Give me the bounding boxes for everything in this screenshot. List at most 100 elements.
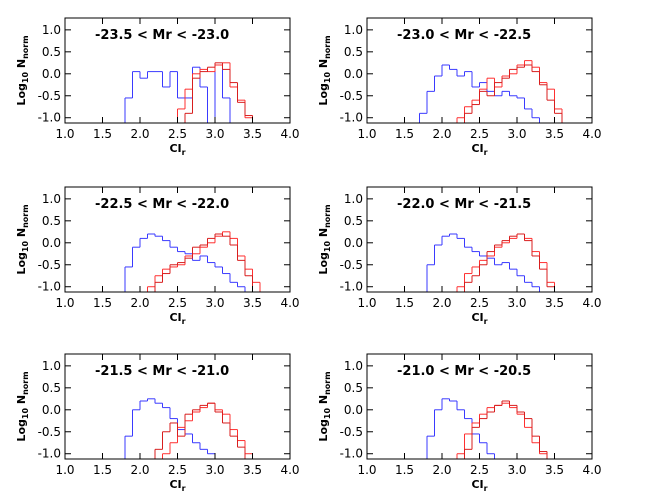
y-tick-label: 0.0: [344, 67, 363, 81]
x-tick-label: 1.5: [395, 463, 414, 477]
y-tick-label: -1.0: [340, 280, 363, 294]
panel-title: -21.0 < Mr < -20.5: [397, 364, 531, 379]
y-tick-label: 0.0: [344, 236, 363, 250]
plot-area: [426, 233, 555, 292]
y-label-sub: 10: [323, 241, 332, 253]
x-tick-label: 4.0: [280, 127, 299, 141]
y-tick-label: -1.0: [340, 111, 363, 125]
y-label-main: Log: [317, 83, 330, 105]
x-tick-label: 3.0: [205, 127, 224, 141]
x-label-main: CI: [471, 478, 483, 491]
y-label-sub: norm: [21, 371, 30, 394]
y-tick-label: 1.0: [42, 23, 61, 37]
y-label-sub: 10: [323, 72, 332, 84]
x-axis-label: CIr: [471, 311, 487, 326]
y-label-main: Log: [15, 252, 28, 274]
x-axis-label: CIr: [169, 311, 185, 326]
y-tick-label: -1.0: [340, 447, 363, 461]
y-label-main: Log: [15, 83, 28, 105]
panel: 1.0 1.5 2.0 2.5 3.0 3.5 4.0 1.0 0.5 0.0 -0.5 -1.0 -2…: [317, 186, 602, 326]
x-tick-label: 3.0: [205, 296, 224, 310]
y-tick-label: 0.5: [42, 45, 61, 59]
x-label-sub: r: [182, 148, 186, 157]
x-tick-label: 2.5: [168, 296, 187, 310]
y-tick-label: 1.0: [344, 192, 363, 206]
y-axis-label: Log10 Nnorm: [317, 371, 332, 441]
x-tick-label: 3.5: [243, 296, 262, 310]
x-tick-label: 2.5: [168, 127, 187, 141]
x-tick-label: 1.0: [55, 127, 74, 141]
plot-area: [426, 398, 548, 459]
x-tick-label: 2.5: [470, 296, 489, 310]
y-label-main: N: [317, 59, 330, 72]
x-tick-label: 1.0: [357, 127, 376, 141]
x-tick-label: 1.0: [55, 463, 74, 477]
x-label-sub: r: [182, 317, 186, 326]
panel-title: -23.5 < Mr < -23.0: [95, 28, 229, 43]
panel: 1.0 1.5 2.0 2.5 3.0 3.5 4.0 1.0 0.5 0.0 -0.5 -1.0 -2…: [15, 353, 300, 493]
y-label-main: Log: [15, 419, 28, 441]
x-tick-label: 4.0: [582, 127, 601, 141]
y-label-main: N: [15, 228, 28, 241]
y-axis-label: Log10 Nnorm: [317, 204, 332, 274]
y-label-main: Log: [317, 252, 330, 274]
x-tick-label: 4.0: [280, 463, 299, 477]
x-label-main: CI: [169, 478, 181, 491]
y-label-main: N: [15, 59, 28, 72]
x-tick-label: 1.0: [357, 296, 376, 310]
y-tick-label: 0.5: [344, 214, 363, 228]
x-tick-label: 3.5: [243, 127, 262, 141]
panel-title: -23.0 < Mr < -22.5: [397, 28, 531, 43]
y-label-main: N: [317, 228, 330, 241]
y-tick-label: -1.0: [38, 111, 61, 125]
x-tick-label: 2.0: [130, 127, 149, 141]
y-label-sub: 10: [21, 72, 30, 84]
y-tick-label: -0.5: [38, 425, 61, 439]
x-tick-label: 4.0: [280, 296, 299, 310]
x-tick-label: 1.5: [395, 127, 414, 141]
y-tick-label: 0.5: [344, 45, 363, 59]
y-label-sub: norm: [21, 35, 30, 58]
x-tick-label: 4.0: [582, 463, 601, 477]
y-label-sub: norm: [323, 35, 332, 58]
x-tick-label: 1.0: [55, 296, 74, 310]
y-label-main: N: [15, 395, 28, 408]
x-tick-label: 4.0: [582, 296, 601, 310]
x-axis-label: CIr: [169, 142, 185, 157]
x-tick-label: 3.5: [545, 463, 564, 477]
x-tick-label: 2.5: [470, 463, 489, 477]
y-tick-label: 0.0: [42, 236, 61, 250]
panel-title: -22.5 < Mr < -22.0: [95, 197, 229, 212]
y-tick-label: -0.5: [38, 89, 61, 103]
x-label-sub: r: [484, 317, 488, 326]
y-label-main: N: [317, 395, 330, 408]
x-tick-label: 3.0: [507, 463, 526, 477]
x-tick-label: 3.5: [545, 127, 564, 141]
y-tick-label: -0.5: [38, 258, 61, 272]
plot-area: [124, 62, 253, 123]
x-tick-label: 3.5: [545, 296, 564, 310]
x-tick-label: 1.5: [93, 296, 112, 310]
y-label-sub: 10: [323, 408, 332, 420]
x-tick-label: 2.5: [470, 127, 489, 141]
x-tick-label: 2.0: [432, 296, 451, 310]
y-axis-label: Log10 Nnorm: [15, 204, 30, 274]
y-label-sub: norm: [323, 204, 332, 227]
y-tick-label: -0.5: [340, 258, 363, 272]
y-axis-label: Log10 Nnorm: [15, 371, 30, 441]
x-tick-label: 2.0: [130, 296, 149, 310]
y-label-sub: norm: [21, 204, 30, 227]
y-tick-label: 0.0: [344, 403, 363, 417]
x-tick-label: 2.0: [432, 127, 451, 141]
y-label-sub: 10: [21, 408, 30, 420]
y-label-sub: norm: [323, 371, 332, 394]
y-axis-label: Log10 Nnorm: [317, 35, 332, 105]
y-tick-label: 0.5: [42, 381, 61, 395]
panel-title: -21.5 < Mr < -21.0: [95, 364, 229, 379]
x-label-sub: r: [484, 148, 488, 157]
x-label-main: CI: [169, 311, 181, 324]
x-tick-label: 3.0: [507, 296, 526, 310]
y-tick-label: 0.5: [344, 381, 363, 395]
x-tick-label: 3.0: [205, 463, 224, 477]
